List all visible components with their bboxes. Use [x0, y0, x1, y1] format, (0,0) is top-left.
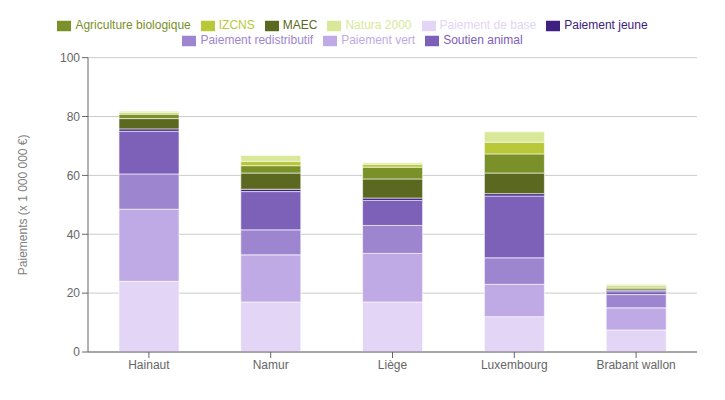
html-text:IZCNS: IZCNS	[218, 18, 255, 32]
html-text:Paiement redistributif: Paiement redistributif	[200, 32, 314, 47]
svg-text:40: 40	[67, 228, 81, 242]
svg-text:Luxembourg: Luxembourg	[481, 358, 548, 372]
html-text:Paiement jeune: Paiement jeune	[564, 18, 648, 32]
svg-text:60: 60	[67, 169, 81, 183]
html-text:Agriculture biologique: Agriculture biologique	[75, 18, 191, 32]
svg-text:20: 20	[67, 286, 81, 300]
html-text:Paiement de base: Paiement de base	[439, 18, 537, 32]
svg-text:80: 80	[67, 110, 81, 124]
svg-text:Namur: Namur	[253, 358, 289, 372]
html-text:Natura 2000: Natura 2000	[345, 18, 412, 32]
html-text:MAEC: MAEC	[282, 18, 318, 32]
html-text:Paiement vert: Paiement vert	[341, 32, 416, 47]
svg-text:0: 0	[73, 345, 80, 359]
svg-text:100: 100	[60, 51, 80, 65]
svg-text:Liège: Liège	[378, 358, 408, 372]
svg-text:Paiements (x 1 000 000 €): Paiements (x 1 000 000 €)	[16, 134, 30, 275]
svg-text:Brabant wallon: Brabant wallon	[596, 358, 675, 372]
svg-text:Hainaut: Hainaut	[128, 358, 170, 372]
html-text:Soutien animal: Soutien animal	[443, 32, 523, 47]
